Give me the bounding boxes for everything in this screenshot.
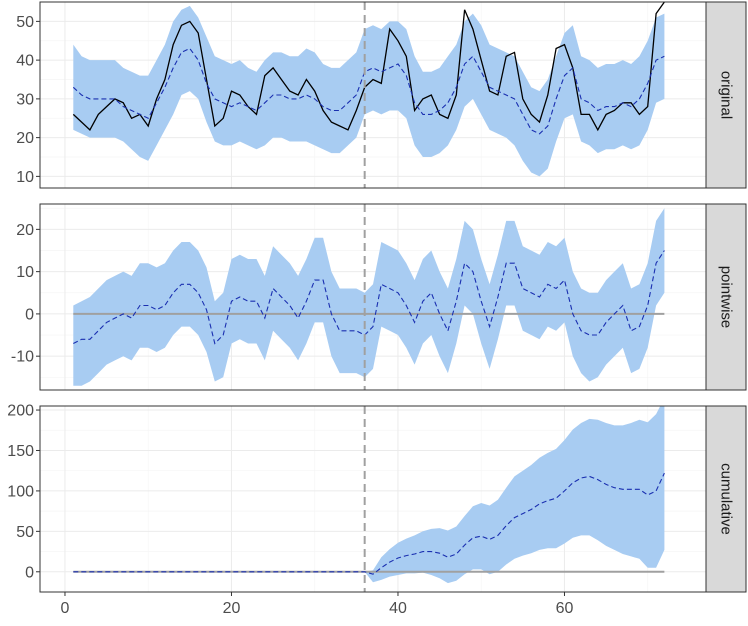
panel-pointwise: -10 0 10 20 pointwise xyxy=(11,203,747,391)
y-tick-label: 0 xyxy=(25,306,34,323)
facet-strip-label: original xyxy=(718,71,735,119)
y-tick-label: 10 xyxy=(16,169,34,186)
y-tick-label: 100 xyxy=(7,483,34,500)
facet-strip-label: cumulative xyxy=(718,463,735,535)
plot-area xyxy=(40,2,706,188)
facet-strip-background xyxy=(705,1,747,189)
confidence-band xyxy=(73,208,665,386)
y-tick-label: 20 xyxy=(16,130,34,147)
facet-strip-background xyxy=(705,405,747,593)
plot-area xyxy=(40,406,706,592)
series-actual-line xyxy=(72,2,665,132)
series-predicted-line xyxy=(73,472,665,575)
y-tick-label: 150 xyxy=(7,443,34,460)
y-tick-label: 50 xyxy=(16,524,34,541)
panel-cumulative: 0 50 100 150 200 cumulative 0 20 40 60 xyxy=(7,403,747,617)
y-tick-label: 50 xyxy=(16,14,34,31)
y-tick-label: 40 xyxy=(16,53,34,70)
series-predicted-line xyxy=(72,47,665,135)
y-tick-label: -10 xyxy=(11,349,34,366)
facet-strip-pointwise: pointwise xyxy=(705,203,747,391)
facet-strip-background xyxy=(705,203,747,391)
facet-strip-label: pointwise xyxy=(718,266,735,329)
y-tick-label: 20 xyxy=(16,222,34,239)
facet-strip-cumulative: cumulative xyxy=(705,405,747,593)
x-tick-label: 60 xyxy=(556,600,574,617)
confidence-band xyxy=(73,5,665,177)
facet-strip-original: original xyxy=(705,1,747,189)
series-predicted-line xyxy=(73,250,665,345)
confidence-band xyxy=(73,406,665,584)
x-tick-label: 0 xyxy=(61,600,70,617)
panel-original: 10 20 30 40 50 original xyxy=(16,1,747,189)
y-tick-label: 200 xyxy=(7,403,34,420)
x-tick-label: 20 xyxy=(223,600,241,617)
plot-area xyxy=(40,204,706,390)
y-tick-label: 10 xyxy=(16,264,34,281)
x-tick-label: 40 xyxy=(389,600,407,617)
y-tick-label: 30 xyxy=(16,91,34,108)
y-tick-label: 0 xyxy=(25,564,34,581)
